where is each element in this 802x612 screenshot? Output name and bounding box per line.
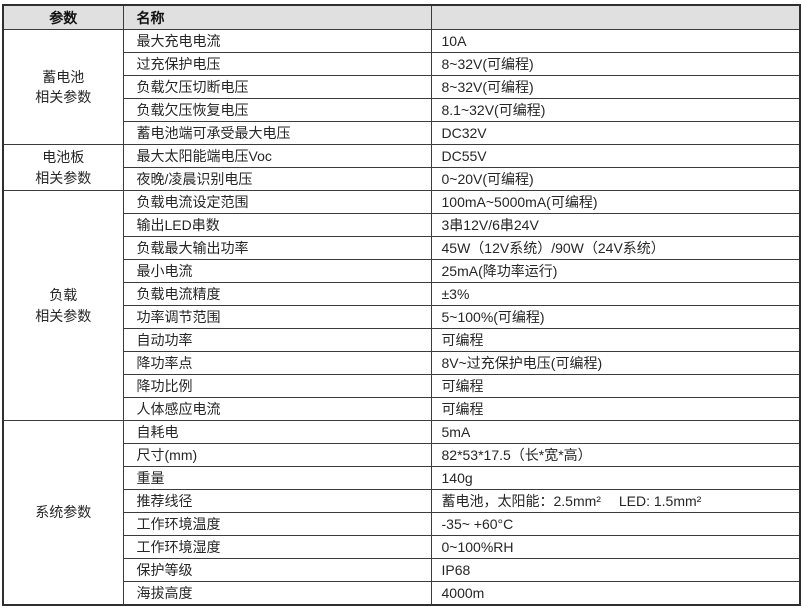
group-label-battery: 蓄电池 相关参数 bbox=[2, 29, 124, 145]
group-label-load: 负载 相关参数 bbox=[2, 190, 124, 421]
param-name: 最小电流 bbox=[122, 259, 432, 283]
param-value: 140g bbox=[430, 466, 801, 490]
param-value: 蓄电池，太阳能：2.5mm² LED: 1.5mm² bbox=[430, 489, 801, 513]
table-row: 保护等级 IP68 bbox=[3, 558, 801, 582]
param-value: 8~32V(可编程) bbox=[430, 52, 801, 76]
param-value: 0~100%RH bbox=[430, 535, 801, 559]
table-row: 夜晚/凌晨识别电压 0~20V(可编程) bbox=[3, 167, 801, 191]
param-name: 过充保护电压 bbox=[122, 52, 432, 76]
table-row: 过充保护电压 8~32V(可编程) bbox=[3, 52, 801, 76]
param-value: 4000m bbox=[430, 581, 801, 606]
param-value: 100mA~5000mA(可编程) bbox=[430, 190, 801, 214]
param-value: 可编程 bbox=[430, 328, 801, 352]
table-row: 系统参数 自耗电 5mA bbox=[2, 420, 801, 606]
table-row: 工作环境湿度 0~100%RH bbox=[3, 535, 801, 559]
param-value: 10A bbox=[430, 29, 801, 53]
param-name: 最大充电电流 bbox=[122, 29, 432, 53]
param-name: 输出LED串数 bbox=[122, 213, 432, 237]
param-name: 降功率点 bbox=[122, 351, 432, 375]
spec-table-body: 蓄电池 相关参数 最大充电电流 10A 过充保护电压 8~32V(可编程) 负载欠压切断电… bbox=[2, 29, 801, 606]
param-value: DC55V bbox=[430, 144, 801, 168]
param-name: 工作环境温度 bbox=[122, 512, 432, 536]
param-value: IP68 bbox=[430, 558, 801, 582]
param-value: 8.1~32V(可编程) bbox=[430, 98, 801, 122]
header-value bbox=[430, 4, 801, 30]
param-name: 工作环境湿度 bbox=[122, 535, 432, 559]
table-row: 重量 140g bbox=[3, 466, 801, 490]
table-row: 负载 相关参数 负载电流设定范围 100mA~5000mA(可编程) bbox=[2, 190, 801, 421]
table-row: 功率调节范围 5~100%(可编程) bbox=[3, 305, 801, 329]
param-name: 保护等级 bbox=[122, 558, 432, 582]
table-row: 电池板 相关参数 最大太阳能端电压Voc DC55V bbox=[2, 144, 801, 191]
param-value: 可编程 bbox=[430, 397, 801, 421]
param-value: 82*53*17.5（长*宽*高） bbox=[430, 443, 801, 467]
table-row: 尺寸(mm) 82*53*17.5（长*宽*高） bbox=[3, 443, 801, 467]
param-name: 人体感应电流 bbox=[122, 397, 432, 421]
param-value: 45W（12V系统）/90W（24V系统） bbox=[430, 236, 801, 260]
table-row: 负载欠压切断电压 8~32V(可编程) bbox=[3, 75, 801, 99]
table-row: 人体感应电流 可编程 bbox=[3, 397, 801, 421]
param-value: 8~32V(可编程) bbox=[430, 75, 801, 99]
param-value: -35~ +60°C bbox=[430, 512, 801, 536]
param-value: 5~100%(可编程) bbox=[430, 305, 801, 329]
header-row: 参数 名称 bbox=[2, 4, 801, 30]
spec-sheet: 参数 名称 蓄电池 相关参数 最大充电电流 10A 过充保护电压 8~32V(可编程) 负… bbox=[2, 4, 801, 606]
group-label-panel: 电池板 相关参数 bbox=[2, 144, 124, 191]
param-name: 负载电流设定范围 bbox=[122, 190, 432, 214]
param-name: 负载最大输出功率 bbox=[122, 236, 432, 260]
param-value: 可编程 bbox=[430, 374, 801, 398]
param-name: 尺寸(mm) bbox=[122, 443, 432, 467]
param-name: 负载电流精度 bbox=[122, 282, 432, 306]
table-row: 降功比例 可编程 bbox=[3, 374, 801, 398]
param-name: 海拔高度 bbox=[122, 581, 432, 606]
spec-table: 参数 名称 蓄电池 相关参数 最大充电电流 10A 过充保护电压 8~32V(可编程) 负… bbox=[2, 4, 801, 606]
param-value: ±3% bbox=[430, 282, 801, 306]
table-row: 海拔高度 4000m bbox=[3, 581, 801, 606]
table-row: 自动功率 可编程 bbox=[3, 328, 801, 352]
group-label-system: 系统参数 bbox=[2, 420, 124, 606]
param-name: 降功比例 bbox=[122, 374, 432, 398]
table-row: 蓄电池 相关参数 最大充电电流 10A bbox=[2, 29, 801, 145]
param-name: 重量 bbox=[122, 466, 432, 490]
param-value: 3串12V/6串24V bbox=[430, 213, 801, 237]
table-row: 负载欠压恢复电压 8.1~32V(可编程) bbox=[3, 98, 801, 122]
table-row: 输出LED串数 3串12V/6串24V bbox=[3, 213, 801, 237]
table-row: 蓄电池端可承受最大电压 DC32V bbox=[3, 121, 801, 145]
param-value: 0~20V(可编程) bbox=[430, 167, 801, 191]
param-name: 功率调节范围 bbox=[122, 305, 432, 329]
table-row: 最小电流 25mA(降功率运行) bbox=[3, 259, 801, 283]
param-value: 8V~过充保护电压(可编程) bbox=[430, 351, 801, 375]
param-value: DC32V bbox=[430, 121, 801, 145]
param-name: 蓄电池端可承受最大电压 bbox=[122, 121, 432, 145]
table-row: 负载电流精度 ±3% bbox=[3, 282, 801, 306]
param-name: 最大太阳能端电压Voc bbox=[122, 144, 432, 168]
param-name: 负载欠压切断电压 bbox=[122, 75, 432, 99]
header-param: 参数 bbox=[2, 4, 124, 30]
param-value: 25mA(降功率运行) bbox=[430, 259, 801, 283]
table-row: 负载最大输出功率 45W（12V系统）/90W（24V系统） bbox=[3, 236, 801, 260]
table-row: 降功率点 8V~过充保护电压(可编程) bbox=[3, 351, 801, 375]
param-value: 5mA bbox=[430, 420, 801, 444]
param-name: 自动功率 bbox=[122, 328, 432, 352]
table-row: 推荐线径 蓄电池，太阳能：2.5mm² LED: 1.5mm² bbox=[3, 489, 801, 513]
param-name: 推荐线径 bbox=[122, 489, 432, 513]
header-name: 名称 bbox=[122, 4, 432, 30]
param-name: 负载欠压恢复电压 bbox=[122, 98, 432, 122]
param-name: 自耗电 bbox=[122, 420, 432, 444]
table-row: 工作环境温度 -35~ +60°C bbox=[3, 512, 801, 536]
param-name: 夜晚/凌晨识别电压 bbox=[122, 167, 432, 191]
